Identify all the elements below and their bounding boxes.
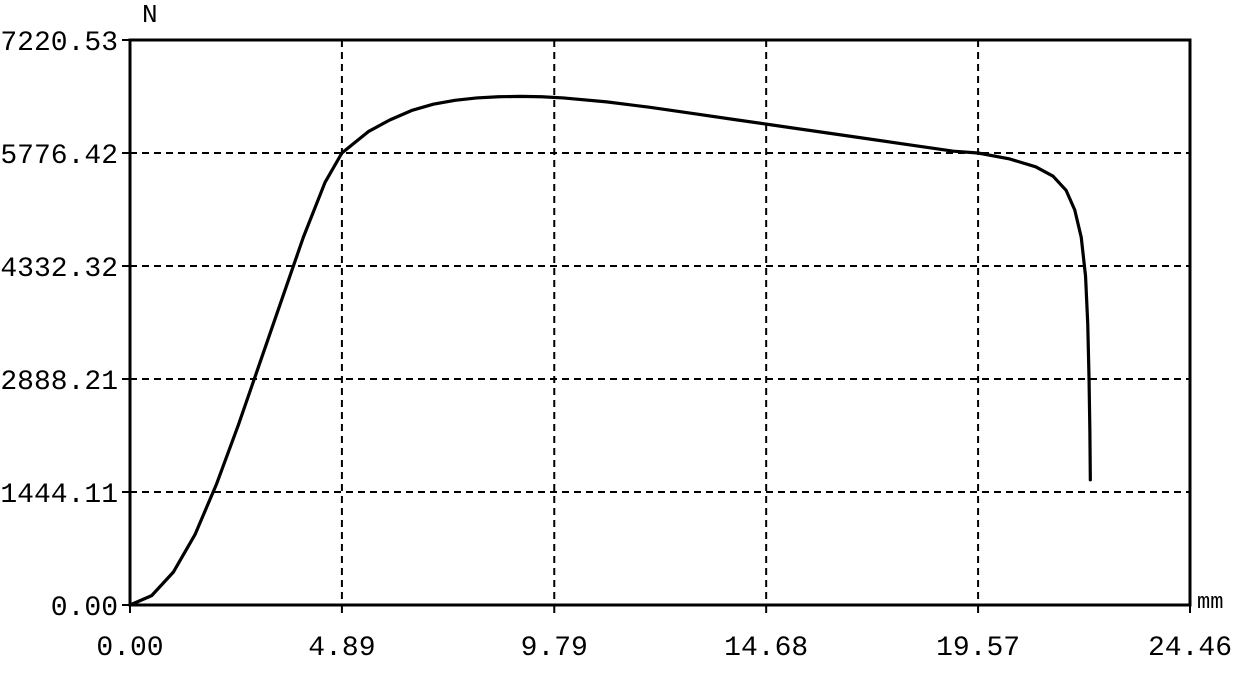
x-tick-label: 24.46 — [1148, 633, 1232, 664]
y-axis-unit-label: N — [142, 0, 158, 30]
force-displacement-chart: 0.00 1444.11 2888.21 4332.32 5776.42 7220.53 0… — [0, 0, 1240, 689]
x-tick-label: 9.79 — [521, 633, 588, 664]
y-tick-label: 5776.42 — [0, 141, 118, 172]
chart-container: 0.00 1444.11 2888.21 4332.32 5776.42 7220.53 0… — [0, 0, 1240, 689]
x-tick-label: 19.57 — [936, 633, 1020, 664]
y-tick-label: 4332.32 — [0, 254, 118, 285]
x-tick-label: 0.00 — [96, 633, 163, 664]
y-tick-label: 2888.21 — [0, 367, 118, 398]
y-tick-label: 1444.11 — [0, 480, 118, 511]
x-tick-label: 14.68 — [724, 633, 808, 664]
x-axis-unit-label: mm — [1197, 590, 1223, 615]
y-tick-label: 7220.53 — [0, 28, 118, 59]
x-tick-label: 4.89 — [308, 633, 375, 664]
y-tick-label: 0.00 — [51, 593, 118, 624]
